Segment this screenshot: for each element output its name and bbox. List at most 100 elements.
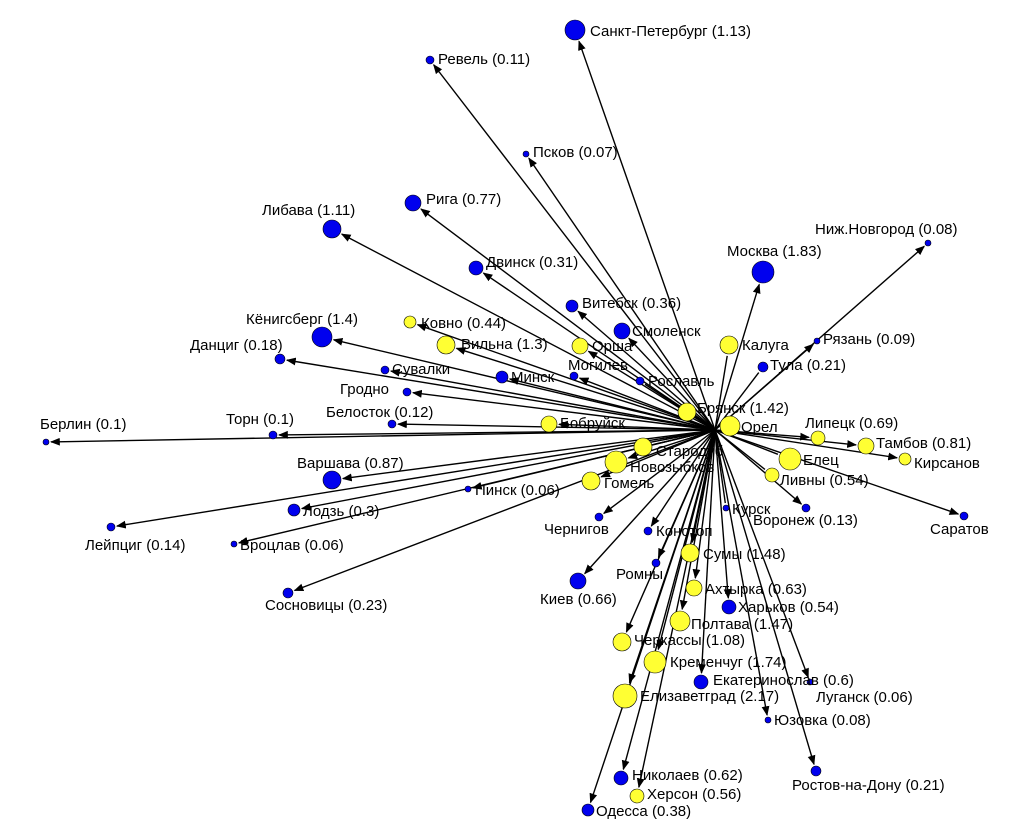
edge [625, 429, 716, 633]
node-label: Ахтырка (0.63) [705, 581, 807, 598]
edge [578, 377, 716, 431]
node-label: Белосток (0.12) [326, 404, 433, 421]
node [813, 337, 821, 345]
node [612, 683, 638, 709]
node-label: Москва (1.83) [727, 243, 822, 260]
node-label: Рославль [648, 373, 715, 390]
node [643, 526, 653, 536]
edge [714, 429, 816, 766]
node [565, 299, 579, 313]
edge [420, 208, 716, 431]
edge [714, 283, 761, 431]
node-label: Брянск (1.42) [697, 400, 789, 417]
node [569, 371, 579, 381]
edge [416, 323, 716, 431]
node-label: Двинск (0.31) [486, 254, 578, 271]
node [581, 803, 595, 817]
node-label: Витебск (0.36) [582, 295, 681, 312]
node-label: Тамбов (0.81) [876, 435, 971, 452]
node [857, 437, 875, 455]
node [635, 376, 645, 386]
node [959, 511, 969, 521]
edge [621, 429, 716, 771]
node [106, 522, 116, 532]
node-label: Стародуб [656, 443, 723, 460]
node-label: Воронеж (0.13) [753, 512, 858, 529]
node [651, 558, 661, 568]
node [764, 716, 772, 724]
edge [293, 429, 716, 592]
node-label: Орел [741, 419, 778, 436]
edge [332, 337, 716, 431]
node-label: Лейпциг (0.14) [85, 537, 185, 554]
node [680, 543, 700, 563]
edge [636, 429, 716, 789]
edge [558, 420, 716, 431]
node [801, 503, 811, 513]
node-label: Данциг (0.18) [190, 337, 283, 354]
node [613, 770, 629, 786]
nodes [42, 19, 969, 817]
node [522, 150, 530, 158]
node [311, 326, 333, 348]
edge [714, 429, 732, 600]
node [613, 322, 631, 340]
node-label: Ковно (0.44) [421, 315, 506, 332]
node [230, 540, 238, 548]
node-label: Торн (0.1) [226, 411, 294, 428]
node [924, 239, 932, 247]
node-label: Орша [592, 338, 633, 355]
node-label: Ниж.Новгород (0.08) [815, 221, 958, 238]
node-label: Елизаветград (2.17) [640, 688, 779, 705]
node [810, 430, 826, 446]
edge [578, 40, 716, 431]
labels: Санкт-Петербург (1.13) Ревель (0.11) Псков… [40, 23, 989, 820]
edge [115, 429, 716, 529]
node [468, 260, 484, 276]
node-label: Липецк (0.69) [805, 415, 898, 432]
node-label: Кирсанов [914, 455, 980, 472]
edge [714, 355, 728, 431]
node [436, 335, 456, 355]
node-label: Полтава (1.47) [691, 616, 793, 633]
edge [698, 429, 716, 674]
node [757, 361, 769, 373]
node [778, 447, 802, 471]
node [669, 610, 691, 632]
edge [584, 429, 716, 575]
node-label: Псков (0.07) [533, 144, 618, 161]
node-label: Гродно [340, 381, 389, 398]
node-label: Ревель (0.11) [438, 51, 530, 68]
node-label: Кременчуг (1.74) [670, 654, 787, 671]
node-label: Гомель [604, 475, 654, 492]
edge [528, 157, 716, 431]
edge [714, 429, 803, 505]
node [581, 471, 601, 491]
node [810, 765, 822, 777]
node-label: Варшава (0.87) [297, 455, 404, 472]
node [685, 579, 703, 597]
node-label: Черкассы (1.08) [634, 632, 745, 649]
edge [714, 429, 770, 717]
node [464, 485, 472, 493]
node-label: Курск [732, 501, 771, 518]
node-label: Харьков (0.54) [738, 599, 839, 616]
edge [650, 429, 716, 527]
node [633, 437, 653, 457]
node-label: Чернигов [544, 521, 609, 538]
node [282, 587, 294, 599]
node-label: Кёнигсберг (1.4) [246, 311, 358, 328]
node [721, 599, 737, 615]
edge [411, 389, 716, 431]
node-label: Ростов-на-Дону (0.21) [792, 777, 945, 794]
node [764, 467, 780, 483]
node [719, 415, 741, 437]
node [403, 315, 417, 329]
node-label: Калуга [742, 337, 789, 354]
node [495, 370, 509, 384]
node [571, 337, 589, 355]
node [594, 512, 604, 522]
node [322, 470, 342, 490]
node [42, 438, 50, 446]
edge [433, 63, 716, 431]
